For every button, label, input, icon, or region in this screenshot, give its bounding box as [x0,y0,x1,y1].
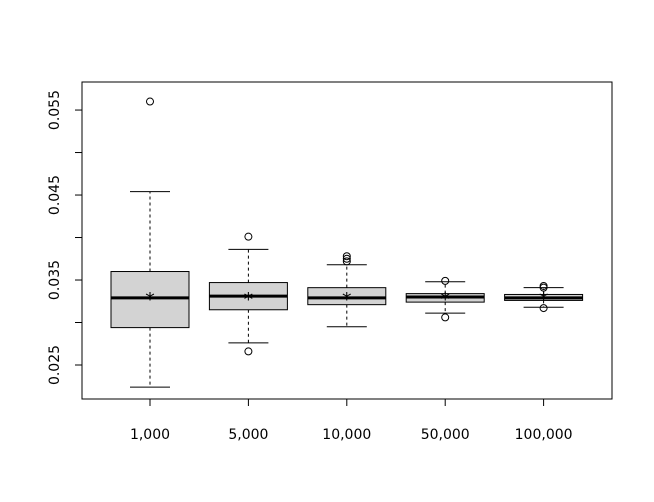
mean-marker: * [342,289,352,311]
outlier-point [342,252,351,261]
x-tick-label: 100,000 [515,427,573,443]
mean-marker: * [440,289,450,311]
iqr-box [307,287,387,306]
y-tick-label: 0.055 [47,90,63,130]
x-axis: 1,000 5,000 10,000 50,000 100,000 [130,399,573,443]
y-tick-label: 0.035 [47,260,63,300]
box-group: * [110,97,190,388]
outlier-point [441,276,450,285]
x-tick-label: 10,000 [322,427,371,443]
box-group: * [504,281,584,313]
outlier-point [244,232,253,241]
outlier-point [146,97,154,106]
y-axis: 0.025 0.035 0.045 0.055 [47,90,83,385]
box-group: * [405,276,485,322]
outlier-point [539,283,548,292]
outlier-point [539,304,548,313]
iqr-box [110,271,190,329]
mean-marker: * [244,289,254,311]
y-tick-label: 0.025 [47,345,63,385]
x-tick-label: 1,000 [130,427,170,443]
outlier-point [441,313,450,322]
x-tick-label: 50,000 [421,427,470,443]
box-group: * [307,252,387,328]
y-tick-label: 0.045 [47,175,63,215]
mean-marker: * [539,289,549,311]
plot-frame [81,81,613,400]
boxes-layer: * * * * * [110,97,584,388]
x-tick-label: 5,000 [228,427,268,443]
outlier-point [342,254,351,263]
mean-marker: * [145,289,155,311]
outlier-point [244,347,253,356]
box-group: * [208,232,288,356]
outlier-point [342,257,351,266]
